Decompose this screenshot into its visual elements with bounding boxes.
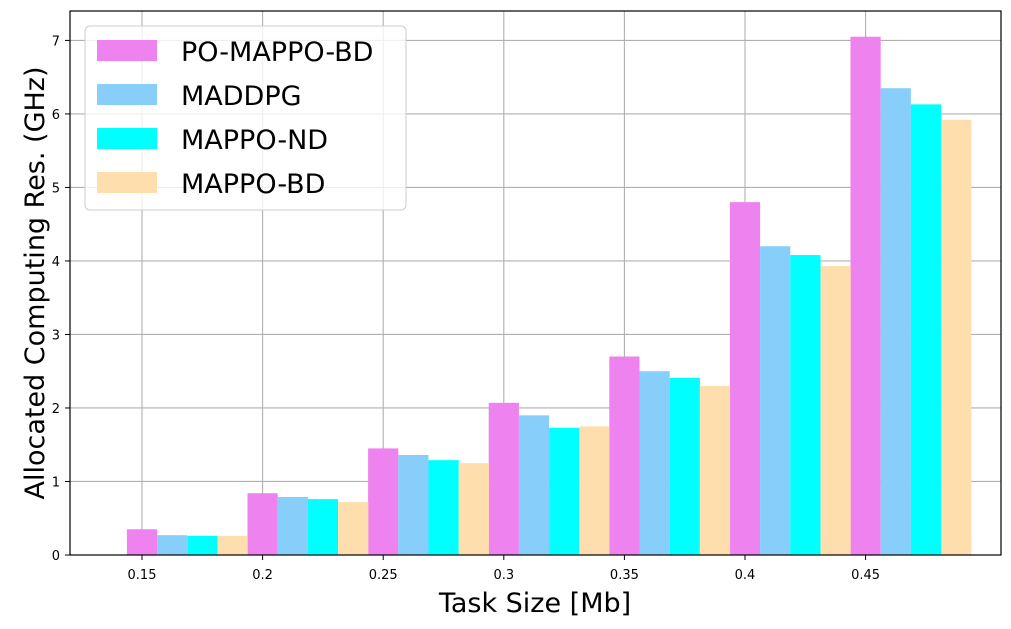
legend-swatch <box>97 172 157 193</box>
bar-mappo-nd-0.45 <box>910 104 942 556</box>
legend-swatch <box>97 84 157 105</box>
bar-maddpg-0.25 <box>398 455 429 555</box>
bar-mappo-bd-0.15 <box>217 535 248 555</box>
bar-po-mappo-bd-0.25 <box>368 448 399 555</box>
bar-mappo-bd-0.4 <box>820 266 851 555</box>
bar-mappo-bd-0.25 <box>458 463 489 555</box>
x-tick-label: 0.2 <box>252 568 273 583</box>
y-tick-label: 7 <box>52 34 60 49</box>
bar-mappo-nd-0.2 <box>307 499 339 555</box>
legend-swatch <box>97 128 157 149</box>
x-tick-label: 0.25 <box>369 568 398 583</box>
bar-mappo-nd-0.35 <box>669 377 700 555</box>
x-tick-label: 0.3 <box>493 568 514 583</box>
legend-label: MADDPG <box>181 81 302 112</box>
legend-label: MAPPO-BD <box>181 169 325 200</box>
x-tick-label: 0.15 <box>128 568 157 583</box>
bar-maddpg-0.35 <box>639 371 670 555</box>
bar-mappo-bd-0.35 <box>699 385 731 555</box>
bar-po-mappo-bd-0.45 <box>850 36 881 555</box>
y-tick-label: 0 <box>52 549 60 564</box>
legend-box <box>84 25 407 211</box>
bar-mappo-nd-0.25 <box>428 460 459 555</box>
bar-po-mappo-bd-0.15 <box>126 529 158 555</box>
bars <box>126 36 972 556</box>
bar-maddpg-0.45 <box>880 88 911 556</box>
bar-maddpg-0.2 <box>277 496 308 555</box>
y-tick-label: 1 <box>52 475 60 490</box>
legend-swatch <box>97 40 157 61</box>
x-axis-title: Task Size [Mb] <box>438 588 631 619</box>
bar-maddpg-0.4 <box>760 246 791 556</box>
legend: PO-MAPPO-BD MADDPG MAPPO-ND MAPPO-BD <box>84 25 407 211</box>
y-tick-label: 6 <box>52 108 60 123</box>
y-axis-title: Allocated Computing Res. (GHz) <box>20 66 51 499</box>
bar-mappo-nd-0.3 <box>549 427 580 555</box>
bar-mappo-bd-0.45 <box>941 119 972 556</box>
bar-po-mappo-bd-0.35 <box>609 356 640 555</box>
legend-label: MAPPO-ND <box>181 125 328 156</box>
plot-frame <box>69 10 1002 556</box>
x-tick-label: 0.35 <box>610 568 639 583</box>
legend-label: PO-MAPPO-BD <box>181 37 373 68</box>
y-tick-label: 3 <box>52 328 60 343</box>
bar-mappo-nd-0.4 <box>790 255 821 555</box>
bar-po-mappo-bd-0.4 <box>729 202 761 555</box>
bar-maddpg-0.15 <box>157 535 188 555</box>
y-tick-label: 2 <box>52 402 60 417</box>
y-tick-label: 4 <box>52 255 60 270</box>
y-tick-label: 5 <box>52 181 60 196</box>
bar-maddpg-0.3 <box>518 415 550 555</box>
bar-mappo-bd-0.2 <box>338 502 369 555</box>
bar-po-mappo-bd-0.2 <box>247 493 278 555</box>
x-tick-label: 0.4 <box>735 568 756 583</box>
bar-mappo-nd-0.15 <box>187 535 218 555</box>
x-tick-label: 0.45 <box>851 568 880 583</box>
bar-mappo-bd-0.3 <box>579 426 610 555</box>
ticks: 0 1 2 3 4 5 6 7 0.15 0.2 0.25 0.3 0.35 0.4 0.45 <box>52 34 880 583</box>
bar-po-mappo-bd-0.3 <box>488 402 519 555</box>
